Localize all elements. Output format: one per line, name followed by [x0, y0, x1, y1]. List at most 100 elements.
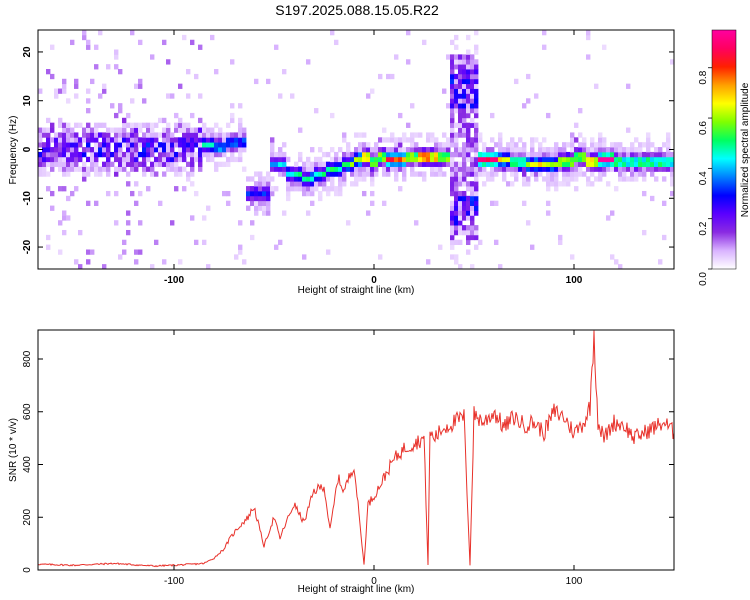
spectrogram-cell [414, 161, 419, 167]
spectrogram-cell [574, 137, 579, 143]
spectrogram-cell [386, 147, 391, 153]
spectrogram-cell [514, 151, 519, 158]
spectrogram-cell [490, 147, 495, 153]
spectrogram-cell [394, 161, 399, 167]
spectrogram-cell [502, 171, 507, 177]
spectrogram-cell [222, 132, 227, 138]
spectrogram-cell [82, 137, 87, 143]
spectrogram-cell [386, 73, 391, 80]
spectrogram-cell [554, 171, 559, 177]
spectrogram-cell [50, 73, 55, 80]
spectrogram-cell [150, 54, 155, 60]
spectrogram-cell [310, 186, 315, 192]
spectrogram-cell [238, 220, 243, 226]
spectrogram-cell [510, 142, 515, 148]
spectrogram-cell [538, 147, 543, 153]
spectrogram-cell [470, 195, 475, 202]
spectrogram-cell [402, 161, 407, 167]
spectrogram-cell [78, 142, 83, 148]
spectrogram-cell [118, 147, 123, 153]
spectrogram-cell [646, 132, 651, 138]
spectrogram-cell [270, 156, 275, 163]
spectrogram-cell [210, 156, 215, 163]
spectrogram-cell [222, 137, 227, 143]
spectrogram-cell [134, 122, 139, 128]
spectrogram-cell [362, 171, 367, 177]
spectrogram-cell [246, 190, 251, 197]
spectrogram-cell [138, 151, 143, 158]
spectrogram-cell [586, 161, 591, 167]
spectrogram-cell [454, 161, 459, 167]
spectrogram-cell [470, 229, 475, 236]
spectrogram-cell [490, 161, 495, 167]
spectrogram-cell [506, 166, 511, 172]
spectrogram-cell [170, 151, 175, 158]
spectrogram-cell [94, 200, 99, 206]
spectrogram-cell [130, 161, 135, 167]
spectrogram-cell [634, 137, 639, 143]
spectrogram-cell [598, 137, 603, 143]
spectrogram-cell [562, 161, 567, 167]
spectrogram-cell [126, 156, 131, 163]
spectrogram-cell [242, 166, 247, 172]
spectrogram-cell [462, 205, 467, 211]
spectrogram-cell [214, 151, 219, 158]
spectrogram-cell [462, 117, 467, 124]
spectrogram-cell [298, 171, 303, 177]
spectrogram-cell [618, 147, 623, 153]
spectrogram-cell [190, 137, 195, 143]
spectrogram-cell [574, 151, 579, 158]
spectrogram-cell [94, 156, 99, 163]
spectrogram-cell [402, 176, 407, 182]
spectrogram-cell [74, 83, 79, 89]
spectrogram-cell [490, 166, 495, 172]
spectrogram-cell [214, 161, 219, 167]
spectrogram-cell [354, 176, 359, 182]
spectrogram-cell [294, 176, 299, 182]
spectrogram-cell [558, 181, 563, 187]
spectrogram-cell [162, 137, 167, 143]
spectrogram-cell [138, 122, 143, 128]
spectrogram-cell [470, 98, 475, 104]
spectrogram-cell [198, 156, 203, 163]
spectrogram-cell [546, 156, 551, 163]
spectrogram-cell [118, 69, 123, 75]
spectrogram-cell [38, 151, 43, 158]
spectrogram-cell [90, 132, 95, 138]
spectrogram-cell [422, 171, 427, 177]
spectrogram-cell [334, 151, 339, 158]
spectrogram-cell [450, 244, 455, 250]
spectrogram-cell [366, 156, 371, 163]
spectrogram-cell [606, 181, 611, 187]
spectrogram-cell [522, 181, 527, 187]
spectrogram-cell [254, 78, 259, 85]
spectrogram-cell [122, 156, 127, 163]
spectrogram-cell [230, 156, 235, 163]
spectrogram-cell [258, 171, 263, 177]
spectrogram-cell [274, 244, 279, 250]
spectrogram-cell [98, 171, 103, 177]
spectrogram-cell [242, 259, 247, 265]
spectrogram-cell [466, 98, 471, 104]
spectrogram-cell [474, 234, 479, 241]
spectrogram-y-tick-label: -20 [22, 239, 33, 254]
spectrogram-cell [106, 147, 111, 153]
spectrogram-cell [198, 44, 203, 50]
spectrogram-cell [366, 161, 371, 167]
spectrogram-cell [454, 259, 459, 265]
spectrogram-cell [390, 137, 395, 143]
spectrogram-cell [434, 142, 439, 148]
spectrogram-cell [602, 142, 607, 148]
spectrogram-cell [458, 171, 463, 177]
spectrogram-cell [398, 161, 403, 167]
spectrogram-cell [538, 156, 543, 163]
spectrogram-cell [274, 156, 279, 163]
spectrogram-cell [134, 181, 139, 187]
spectrogram-cell [126, 161, 131, 167]
spectrogram-cell [394, 166, 399, 172]
spectrogram-cell [654, 166, 659, 172]
spectrogram-cell [42, 171, 47, 177]
spectrogram-cell [162, 127, 167, 133]
spectrogram-cell [522, 166, 527, 172]
spectrogram-cell [122, 166, 127, 172]
